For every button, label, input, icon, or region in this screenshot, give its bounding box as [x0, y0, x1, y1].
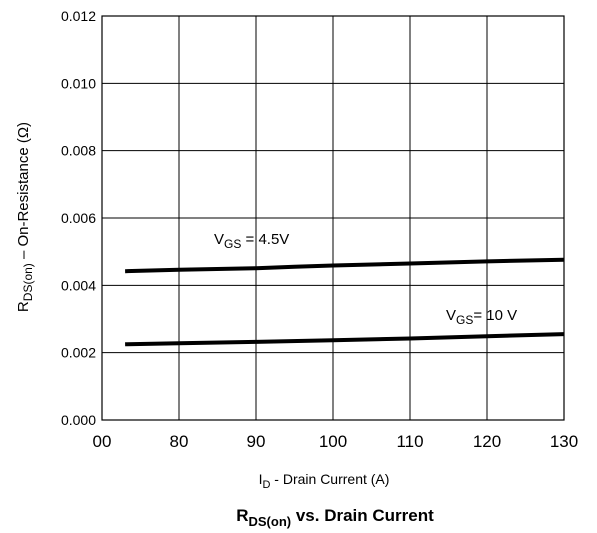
x-tick-label: 130	[550, 432, 578, 451]
series-lines	[125, 257, 565, 347]
plot-frame	[101, 15, 565, 421]
y-axis-label: RDS(on) – On-Resistance (Ω)	[15, 122, 35, 312]
x-tick-label: 80	[170, 432, 189, 451]
x-axis-label: ID - Drain Current (A)	[259, 471, 390, 491]
y-tick-label: 0.002	[61, 345, 96, 361]
x-tick-label: 00	[93, 432, 112, 451]
y-tick-label: 0.000	[61, 412, 96, 428]
y-tick-label: 0.012	[61, 8, 96, 24]
series-line-0	[125, 257, 565, 274]
y-tick-label: 0.008	[61, 143, 96, 159]
x-tick-label: 110	[396, 432, 423, 451]
y-tick-labels: 0.000 0.002 0.004 0.006 0.008 0.010 0.012	[61, 8, 96, 428]
y-tick-label: 0.006	[61, 210, 96, 226]
y-tick-label: 0.004	[61, 277, 96, 293]
series-line-1	[125, 332, 565, 347]
y-tick-label: 0.010	[61, 75, 96, 91]
x-tick-label: 90	[247, 432, 266, 451]
chart-title: RDS(on) vs. Drain Current	[236, 506, 434, 529]
x-tick-label: 100	[319, 432, 347, 451]
series-label-vgs-4-5: VGS = 4.5V	[214, 231, 289, 251]
series-label-vgs-10: VGS= 10 V	[446, 307, 517, 327]
x-tick-labels: 00 80 90 100 110 120 130	[93, 432, 579, 451]
grid	[102, 16, 564, 420]
x-tick-label: 120	[473, 432, 501, 451]
